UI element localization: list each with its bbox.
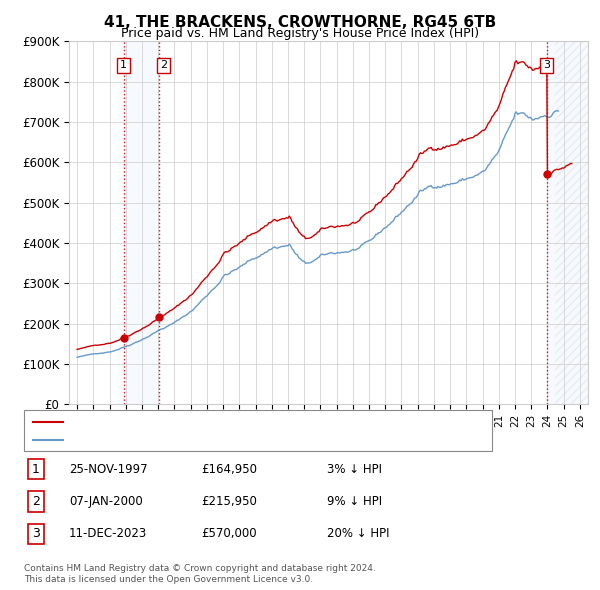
Text: 9% ↓ HPI: 9% ↓ HPI xyxy=(327,495,382,508)
Text: 07-JAN-2000: 07-JAN-2000 xyxy=(69,495,143,508)
Text: Contains HM Land Registry data © Crown copyright and database right 2024.: Contains HM Land Registry data © Crown c… xyxy=(24,565,376,573)
Bar xyxy=(547,41,588,404)
Text: 41, THE BRACKENS, CROWTHORNE, RG45 6TB (detached house): 41, THE BRACKENS, CROWTHORNE, RG45 6TB (… xyxy=(69,417,405,427)
Bar xyxy=(555,41,588,404)
Bar xyxy=(124,41,159,404)
Text: 3: 3 xyxy=(32,527,40,540)
Text: This data is licensed under the Open Government Licence v3.0.: This data is licensed under the Open Gov… xyxy=(24,575,313,584)
Text: 20% ↓ HPI: 20% ↓ HPI xyxy=(327,527,389,540)
Text: Price paid vs. HM Land Registry's House Price Index (HPI): Price paid vs. HM Land Registry's House … xyxy=(121,27,479,40)
Text: HPI: Average price, detached house, Wokingham: HPI: Average price, detached house, Woki… xyxy=(69,435,323,445)
Text: £215,950: £215,950 xyxy=(201,495,257,508)
Text: 11-DEC-2023: 11-DEC-2023 xyxy=(69,527,147,540)
Text: 3% ↓ HPI: 3% ↓ HPI xyxy=(327,463,382,476)
Text: 1: 1 xyxy=(32,463,40,476)
Text: 25-NOV-1997: 25-NOV-1997 xyxy=(69,463,148,476)
Text: £570,000: £570,000 xyxy=(201,527,257,540)
Text: 2: 2 xyxy=(160,61,167,70)
Text: 3: 3 xyxy=(543,61,550,70)
Text: 41, THE BRACKENS, CROWTHORNE, RG45 6TB: 41, THE BRACKENS, CROWTHORNE, RG45 6TB xyxy=(104,15,496,30)
Text: 1: 1 xyxy=(120,61,127,70)
Text: 2: 2 xyxy=(32,495,40,508)
Text: £164,950: £164,950 xyxy=(201,463,257,476)
